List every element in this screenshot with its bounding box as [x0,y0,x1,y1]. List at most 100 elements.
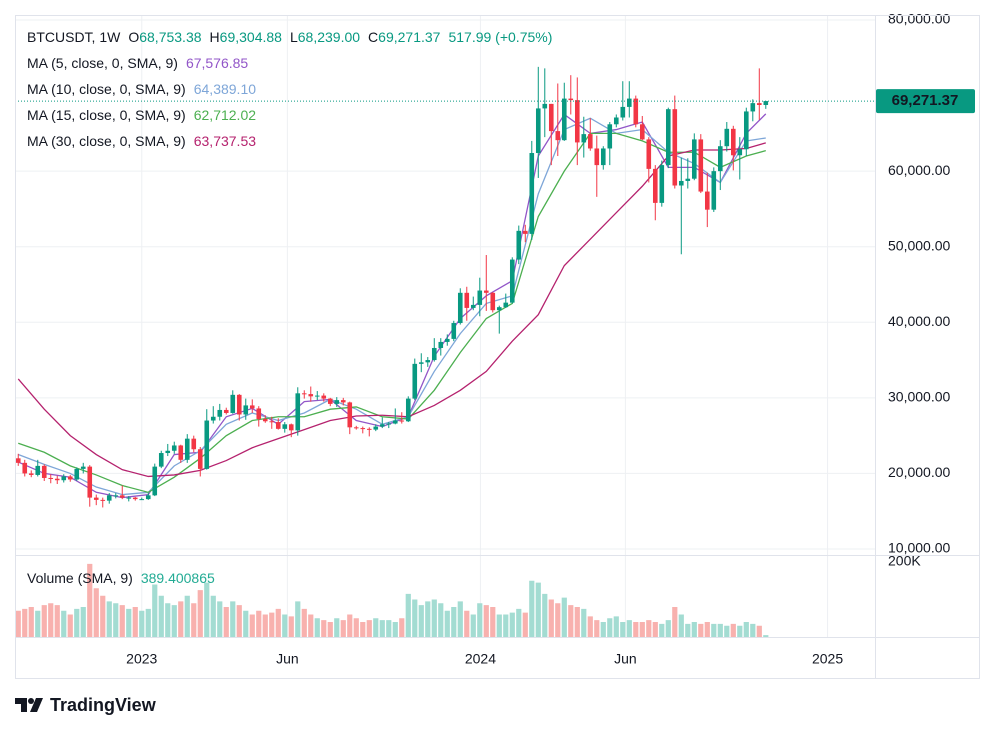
candle-body [249,405,255,409]
y-tick-label: 10,000.00 [888,540,950,556]
candle-body [386,423,392,425]
volume-bar [600,622,606,637]
volume-bar [132,607,138,637]
candle-body [470,304,476,308]
candle-body [646,139,652,169]
candle-body [178,445,184,460]
volume-bar [139,610,145,637]
candle-body [262,419,268,422]
candle-body [158,453,164,467]
volume-bar [48,603,54,637]
candle-body [223,409,229,413]
candle-body [197,449,203,469]
candle-body [184,438,190,460]
volume-bar [230,601,236,637]
y-tick-label: 40,000.00 [888,313,950,329]
volume-bar [379,620,385,637]
volume-bar [639,622,645,637]
x-tick-label: 2024 [465,651,496,667]
overlay: 10,000.00 20,000.00 30,000.00 40,000.00 50,0… [15,11,975,667]
volume-bar [223,607,229,637]
candle-body [581,134,587,143]
volume-bar [119,605,125,637]
volume-bar [685,623,691,637]
volume-bar [282,614,288,637]
volume-bar [392,622,398,637]
volume-bar [620,622,626,637]
volume-bar [522,612,528,637]
x-tick-label: 2023 [126,651,157,667]
candle-body [80,466,86,469]
y-tick-label: 80,000.00 [888,11,950,27]
volume-bar [587,616,593,637]
candle-body [308,394,314,397]
volume-bar [457,601,463,637]
volume-bar [236,605,242,637]
volume-bar [412,599,418,637]
candle-body [275,422,281,429]
candle-body [464,292,470,308]
volume-bar [750,623,756,637]
volume-bar [678,614,684,637]
volume-bar [555,603,561,637]
volume-bar [67,614,73,637]
candle-body [132,497,138,500]
candle-body [548,103,554,132]
candle-body [230,394,236,413]
volume-bar [262,614,268,637]
last-price-box [876,89,975,114]
volume-bar [626,620,632,637]
volume-bar [594,620,600,637]
volume-bar [41,605,47,637]
volume-title: Volume (SMA, 9) 389.400865 [27,570,215,586]
candle-body [613,117,619,125]
candle-body [477,290,483,305]
x-tick-label: Jun [614,651,637,667]
y-tick-label: 30,000.00 [888,389,950,405]
candle-body [217,409,223,417]
y-tick-label: 50,000.00 [888,237,950,253]
volume-bar [496,614,502,637]
logo-mark [15,698,27,712]
volume-bar [431,599,437,637]
candle-body [301,393,307,395]
volume-bar [126,608,132,637]
candle-body [165,450,171,454]
candle-body [236,394,242,415]
volume-bar [704,622,710,637]
volume-bar [334,618,340,637]
volume-bar [730,623,736,637]
volume-bar [418,605,424,637]
volume-bar [243,610,249,637]
candle-body [61,476,67,481]
candle-body [522,230,528,234]
volume-value: 389.400865 [141,570,215,586]
candle-body [373,426,379,430]
volume-bar [516,608,522,637]
volume-bar [711,623,717,637]
candle-body [691,139,697,179]
candle-body [711,171,717,210]
volume-bar [373,618,379,637]
volume-bar [438,603,444,637]
ma-value: 64,389.10 [194,81,256,97]
last-price-label: 69,271.37 [892,92,959,109]
candle-body [730,128,736,156]
candle-body [256,408,262,420]
candle-body [48,477,54,479]
candle-body [360,428,366,430]
volume-bar [561,597,567,637]
candle-body [366,428,372,430]
candle-body [379,424,385,427]
volume-bar [542,593,548,637]
volume-bar [717,623,723,637]
volume-bar [217,601,223,637]
volume-bar [574,607,580,637]
grid [15,15,875,637]
volume-bar [61,610,67,637]
candle-body [126,497,132,499]
ma-name: MA (15, close, 0, SMA, 9) [27,107,186,123]
volume-bar [321,620,327,637]
candle-body [139,499,145,501]
volume-bar [665,620,671,637]
